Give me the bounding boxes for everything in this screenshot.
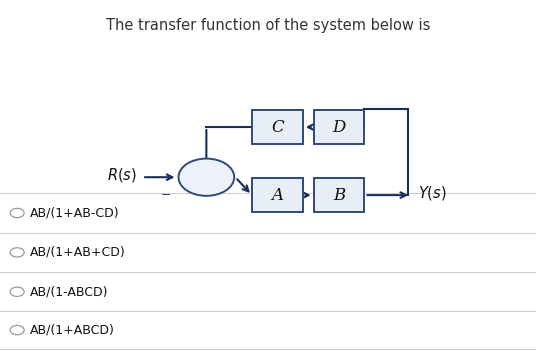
Text: C: C [271, 118, 284, 136]
FancyBboxPatch shape [314, 178, 364, 212]
Text: AB/(1+ABCD): AB/(1+ABCD) [29, 324, 114, 337]
Circle shape [178, 159, 234, 196]
Text: AB/(1-ABCD): AB/(1-ABCD) [29, 285, 108, 298]
Text: AB/(1+AB+CD): AB/(1+AB+CD) [29, 246, 125, 259]
FancyBboxPatch shape [252, 110, 303, 144]
FancyBboxPatch shape [252, 178, 303, 212]
FancyBboxPatch shape [314, 110, 364, 144]
Text: The transfer function of the system below is: The transfer function of the system belo… [106, 18, 430, 33]
Text: B: B [333, 187, 345, 204]
Text: D: D [332, 118, 346, 136]
Text: $Y(s)$: $Y(s)$ [418, 184, 446, 202]
Text: AB/(1+AB-CD): AB/(1+AB-CD) [29, 207, 119, 219]
Text: A: A [271, 187, 284, 204]
Text: $-$: $-$ [160, 188, 170, 200]
Text: $R(s)$: $R(s)$ [107, 166, 137, 184]
